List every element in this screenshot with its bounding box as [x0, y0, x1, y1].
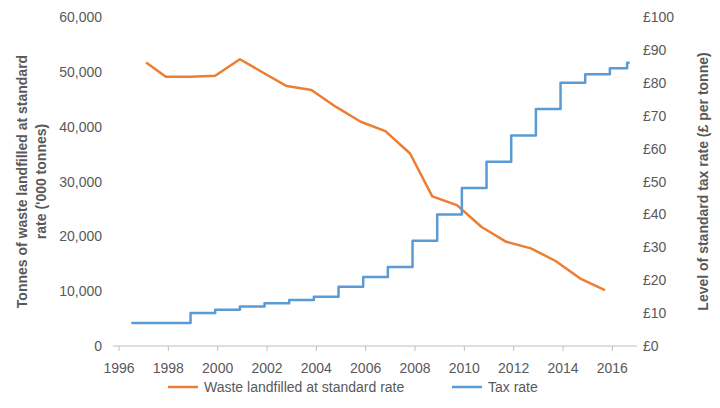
plot-area — [131, 59, 629, 323]
y2-tick-label: £20 — [643, 272, 667, 288]
x-tick — [464, 346, 465, 351]
x-tick — [119, 346, 120, 351]
y2-axis-label: Level of standard tax rate (£ per tonne) — [695, 52, 711, 310]
x-tick-label: 2002 — [251, 360, 282, 376]
y2-tick-label: £70 — [643, 108, 667, 124]
y-axis-label-line: Tonnes of waste landfilled at standard — [14, 55, 30, 308]
x-tick-label: 2016 — [597, 360, 628, 376]
x-tick-label: 2014 — [547, 360, 578, 376]
x-tick — [316, 346, 317, 351]
x-tick — [513, 346, 514, 351]
x-tick-label: 2008 — [399, 360, 430, 376]
legend-label: Tax rate — [488, 379, 538, 395]
legend: Waste landfilled at standard rate Tax rat… — [168, 379, 538, 395]
y-axis-label: Tonnes of waste landfilled at standardra… — [14, 55, 49, 308]
chart: 1996 1998 2000 2002 2004 2006 2008 2010 2012 2014… — [0, 0, 720, 408]
x-tick — [217, 346, 218, 351]
y-tick-label: 30,000 — [59, 174, 102, 190]
y2-tick-label: £80 — [643, 75, 667, 91]
x-tick — [365, 346, 366, 351]
series-line — [131, 63, 629, 323]
series-line — [146, 59, 605, 290]
x-tick — [168, 346, 169, 351]
x-tick-label: 2010 — [449, 360, 480, 376]
x-tick — [267, 346, 268, 351]
x-tick-label: 1998 — [153, 360, 184, 376]
y-tick-label: 10,000 — [59, 283, 102, 299]
y2-tick-label: £60 — [643, 141, 667, 157]
legend-label: Waste landfilled at standard rate — [204, 379, 404, 395]
x-tick-label: 2000 — [202, 360, 233, 376]
x-tick — [612, 346, 613, 351]
y2-tick-label: £50 — [643, 174, 667, 190]
x-tick-label: 1996 — [103, 360, 134, 376]
y2-tick-label: £10 — [643, 305, 667, 321]
y-tick-label: 50,000 — [59, 64, 102, 80]
y-tick-label: 40,000 — [59, 119, 102, 135]
y2-tick-label: £100 — [643, 9, 674, 25]
y-axis-label-line: rate ('000 tonnes) — [33, 124, 49, 239]
x-tick — [415, 346, 416, 351]
x-axis-line — [113, 346, 637, 347]
legend-swatch — [452, 386, 482, 389]
x-tick — [563, 346, 564, 351]
y-tick-label: 60,000 — [59, 9, 102, 25]
y2-tick-label: £90 — [643, 42, 667, 58]
x-tick-label: 2006 — [350, 360, 381, 376]
legend-swatch — [168, 386, 198, 389]
y2-tick-label: £0 — [643, 338, 659, 354]
y-tick-label: 20,000 — [59, 228, 102, 244]
y2-tick-label: £30 — [643, 239, 667, 255]
y-tick-label: 0 — [94, 338, 102, 354]
x-tick-label: 2004 — [301, 360, 332, 376]
y2-tick-label: £40 — [643, 206, 667, 222]
x-tick-label: 2012 — [498, 360, 529, 376]
